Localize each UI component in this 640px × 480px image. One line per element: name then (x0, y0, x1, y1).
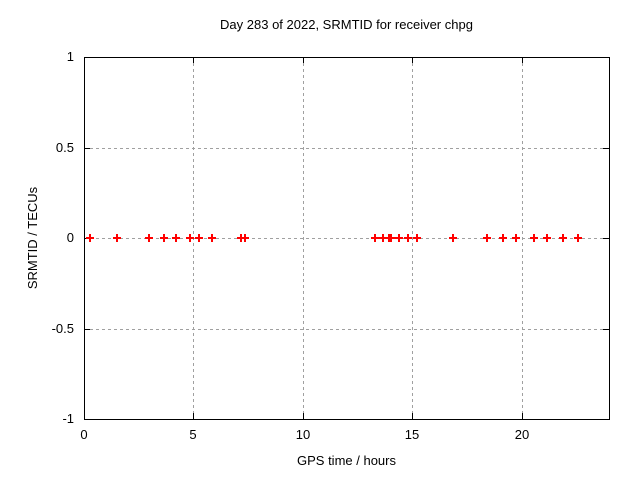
y-tick-label: 0.5 (55, 140, 74, 155)
y-tick-label: -0.5 (51, 321, 74, 336)
y-tick-label: -1 (62, 411, 74, 426)
y-tick-label: 1 (66, 49, 74, 64)
x-axis-label: GPS time / hours (297, 453, 396, 468)
x-tick-label: 0 (80, 427, 88, 442)
x-tick-label: 10 (295, 427, 311, 442)
x-tick-label: 20 (514, 427, 530, 442)
x-tick-label: 15 (404, 427, 420, 442)
y-tick-label: 0 (66, 230, 74, 245)
x-tick-label: 5 (189, 427, 197, 442)
chart-title: Day 283 of 2022, SRMTID for receiver chp… (220, 17, 473, 32)
